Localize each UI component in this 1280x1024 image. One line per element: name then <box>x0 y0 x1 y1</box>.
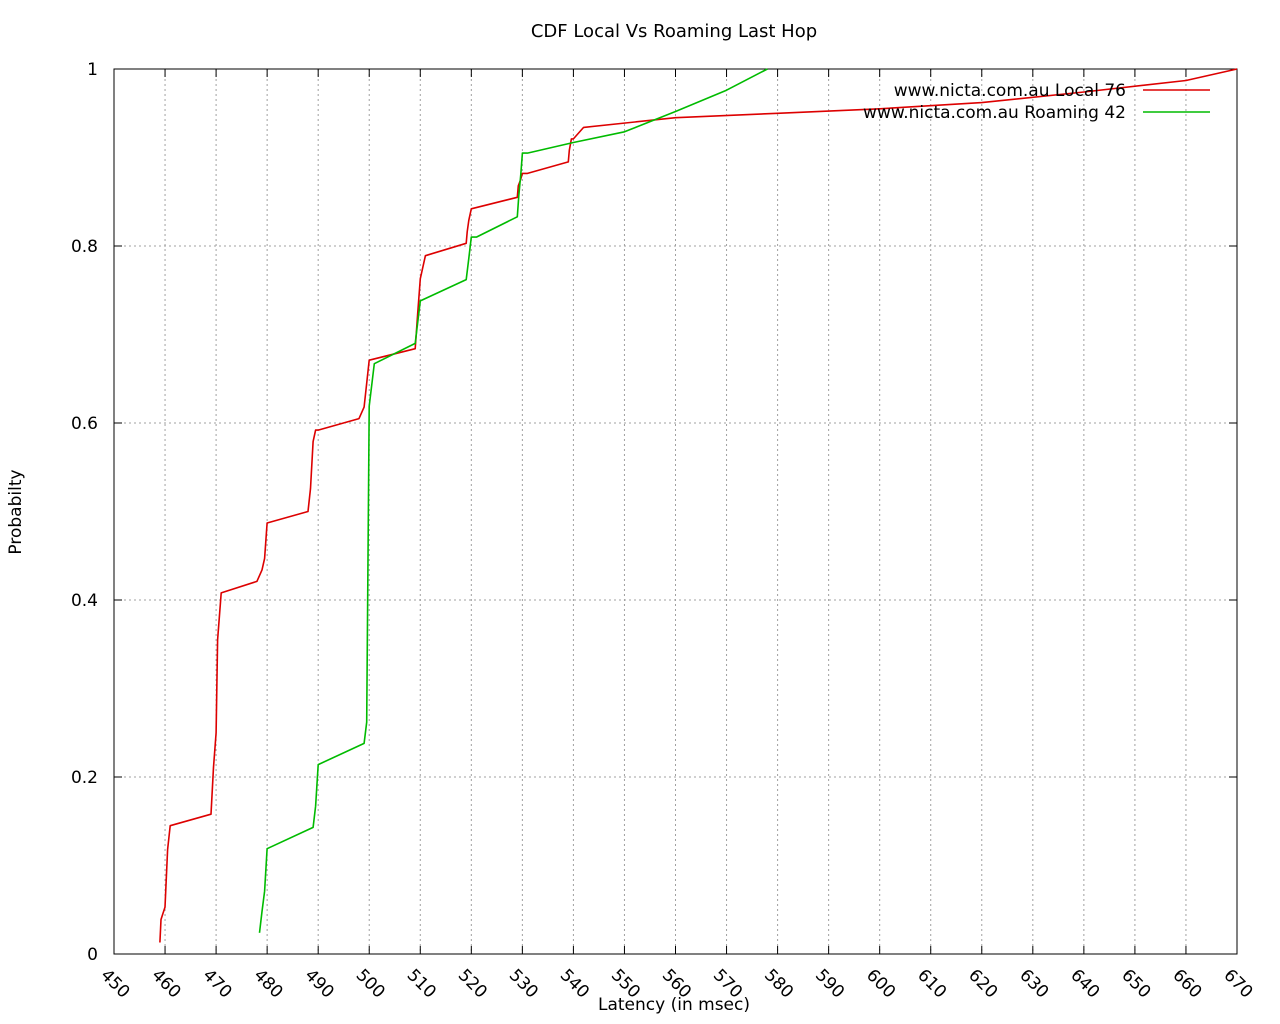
y-tick-label: 0.2 <box>71 768 98 788</box>
plot-frame <box>113 68 1238 955</box>
x-tick-label: 510 <box>403 965 440 1002</box>
x-tick-label: 460 <box>148 965 185 1002</box>
x-tick-label: 490 <box>301 965 338 1002</box>
legend-label-roaming: www.nicta.com.au Roaming 42 <box>863 103 1126 123</box>
y-tick-label: 0.8 <box>71 237 98 257</box>
x-axis-label: Latency (in msec) <box>598 995 750 1015</box>
chart-title: CDF Local Vs Roaming Last Hop <box>531 21 817 42</box>
x-tick-label: 450 <box>96 965 133 1002</box>
x-tick-label: 630 <box>1015 965 1052 1002</box>
x-tick-label: 610 <box>913 965 950 1002</box>
x-tick-label: 520 <box>454 965 491 1002</box>
plot-border <box>113 68 1238 955</box>
y-tick-label: 0 <box>87 945 98 965</box>
x-tick-label: 620 <box>964 965 1001 1002</box>
x-tick-label: 590 <box>811 965 848 1002</box>
grid-lines <box>114 69 1237 954</box>
legend-label-local: www.nicta.com.au Local 76 <box>894 81 1126 101</box>
y-tick-label: 1 <box>87 60 98 80</box>
x-tick-label: 580 <box>760 965 797 1002</box>
x-tick-label: 480 <box>250 965 287 1002</box>
series-line-roaming <box>258 68 768 933</box>
x-tick-label: 540 <box>556 965 593 1002</box>
y-axis: 0 0.2 0.4 0.6 0.8 1 <box>71 60 1237 965</box>
y-tick-label: 0.4 <box>71 591 98 611</box>
x-tick-label: 600 <box>862 965 899 1002</box>
y-axis-label: Probabilty <box>6 469 26 554</box>
x-tick-label: 640 <box>1066 965 1103 1002</box>
x-tick-label: 670 <box>1219 965 1256 1002</box>
x-tick-label: 660 <box>1168 965 1205 1002</box>
x-axis: 450 460 470 480 490 500 510 520 530 540 550 560 570 5… <box>96 69 1257 1002</box>
series-lines <box>159 68 1238 943</box>
x-tick-label: 650 <box>1117 965 1154 1002</box>
x-tick-label: 530 <box>505 965 542 1002</box>
x-tick-label: 500 <box>352 965 389 1002</box>
series-line-local <box>159 68 1238 943</box>
legend: www.nicta.com.au Local 76www.nicta.com.a… <box>863 81 1210 123</box>
y-tick-label: 0.6 <box>71 414 98 434</box>
x-tick-label: 470 <box>199 965 236 1002</box>
